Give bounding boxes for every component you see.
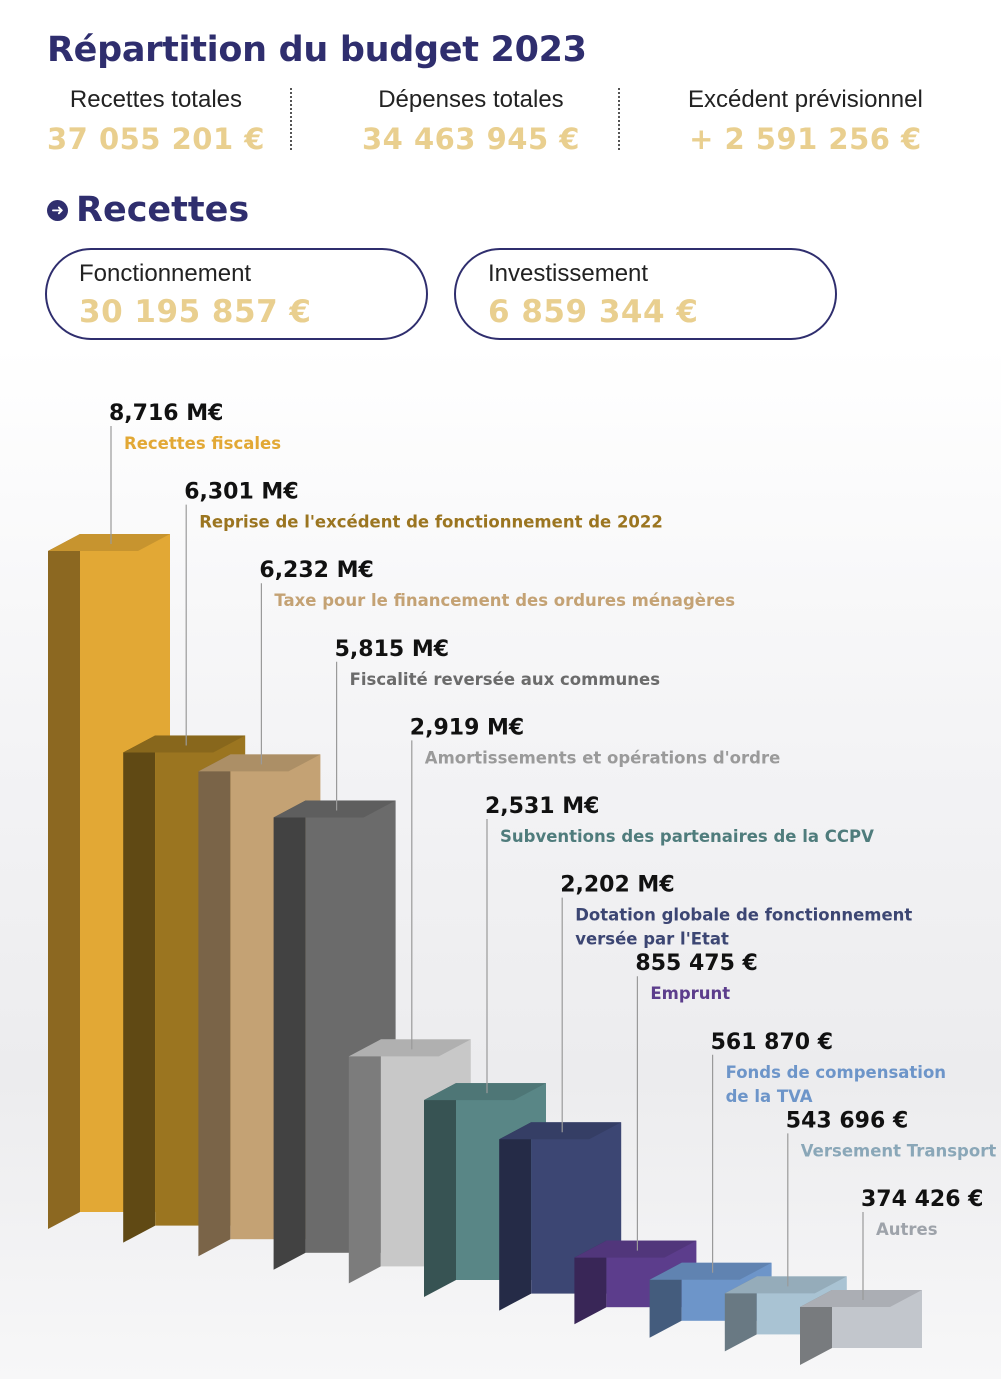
stat-excedent-previsionnel: Excédent prévisionnel + 2 591 256 € xyxy=(688,86,923,156)
stat-depenses-totales: Dépenses totales 34 463 945 € xyxy=(362,86,580,156)
bar-side-face xyxy=(724,1276,757,1352)
stat-recettes-totales: Recettes totales 37 055 201 € xyxy=(47,86,265,156)
bar-11 xyxy=(800,1290,922,1365)
section-title: Recettes xyxy=(76,190,250,230)
bar-top-face xyxy=(574,1240,697,1258)
bar-label-10: 543 696 € Versement Transport xyxy=(786,1108,997,1287)
bars xyxy=(48,534,922,1365)
divider xyxy=(290,88,292,150)
page-title: Répartition du budget 2023 xyxy=(47,30,587,70)
category-label: versée par l'Etat xyxy=(575,930,729,949)
stat-value: 37 055 201 € xyxy=(47,122,265,156)
value-label: 2,531 M€ xyxy=(485,794,599,819)
bar-label-8: 855 475 € Emprunt xyxy=(635,951,758,1251)
bar-top-face xyxy=(724,1276,847,1294)
bar-label-11: 374 426 € Autres xyxy=(861,1187,983,1300)
bar-label-7: 2,202 M€ Dotation globale de fonctionneme… xyxy=(560,873,912,1133)
bar-side-face xyxy=(348,1039,381,1284)
pill-label: Investissement xyxy=(488,260,649,287)
category-label: Reprise de l'excédent de fonctionnement … xyxy=(199,513,663,532)
pill-investissement: Investissement 6 859 344 € xyxy=(454,248,837,340)
value-label: 6,232 M€ xyxy=(259,558,373,583)
stat-label: Dépenses totales xyxy=(378,86,564,113)
bar-side-face xyxy=(123,735,156,1243)
pill-label: Fonctionnement xyxy=(79,260,252,287)
bar-top-face xyxy=(649,1262,772,1280)
stat-label: Recettes totales xyxy=(69,86,242,113)
bar-label-3: 6,232 M€ Taxe pour le financement des ord… xyxy=(259,558,735,765)
labels: 8,716 M€ Recettes fiscales 6,301 M€ Reprise… xyxy=(109,401,996,1300)
bar-side-face xyxy=(48,534,80,1229)
stat-value: + 2 591 256 € xyxy=(689,122,922,156)
pill-value: 6 859 344 € xyxy=(488,294,699,330)
bar-top-face xyxy=(273,800,396,818)
bar-side-face xyxy=(273,800,306,1270)
category-label: Fonds de compensation xyxy=(726,1063,946,1082)
bar-top-face xyxy=(424,1083,546,1101)
bar-top-face xyxy=(499,1122,622,1140)
bar-top-face xyxy=(348,1039,471,1057)
category-label: Dotation globale de fonctionnement xyxy=(575,906,912,925)
bar-label-6: 2,531 M€ Subventions des partenaires de l… xyxy=(485,794,874,1094)
bar-side-face xyxy=(649,1262,682,1338)
bar-side-face xyxy=(800,1290,832,1365)
value-label: 5,815 M€ xyxy=(335,637,449,662)
stat-value: 34 463 945 € xyxy=(362,122,580,156)
divider xyxy=(618,88,620,150)
bar-label-5: 2,919 M€ Amortissements et opérations d'o… xyxy=(410,715,781,1050)
section-heading-recettes: ➜ Recettes xyxy=(47,190,249,230)
bar-label-2: 6,301 M€ Reprise de l'excédent de fonctio… xyxy=(184,480,663,746)
bar-side-face xyxy=(574,1240,607,1325)
bar-label-4: 5,815 M€ Fiscalité reversée aux communes xyxy=(335,637,661,811)
value-label: 8,716 M€ xyxy=(109,401,223,426)
pill-value: 30 195 857 € xyxy=(79,294,312,330)
category-label: Versement Transport xyxy=(801,1141,997,1160)
pill-fonctionnement: Fonctionnement 30 195 857 € xyxy=(45,248,428,340)
bar-side-face xyxy=(198,754,231,1257)
category-label: de la TVA xyxy=(726,1087,813,1106)
value-label: 374 426 € xyxy=(861,1187,983,1212)
bar-top-face xyxy=(48,534,170,551)
arrow-right-icon: ➜ xyxy=(47,199,68,221)
category-label: Recettes fiscales xyxy=(124,434,281,453)
value-label: 561 870 € xyxy=(711,1030,833,1055)
bar-label-9: 561 870 € Fonds de compensation de la TVA xyxy=(711,1030,946,1273)
category-label: Amortissements et opérations d'ordre xyxy=(425,748,781,767)
bar-label-1: 8,716 M€ Recettes fiscales xyxy=(109,401,281,544)
bar-top-face xyxy=(123,735,246,753)
value-label: 2,202 M€ xyxy=(560,873,674,898)
category-label: Subventions des partenaires de la CCPV xyxy=(500,827,874,846)
value-label: 543 696 € xyxy=(786,1108,908,1133)
stat-label: Excédent prévisionnel xyxy=(688,86,923,113)
bar-side-face xyxy=(499,1122,532,1311)
value-label: 855 475 € xyxy=(635,951,757,976)
category-label: Autres xyxy=(876,1220,938,1239)
bar-top-face xyxy=(198,754,321,772)
category-label: Fiscalité reversée aux communes xyxy=(350,670,661,689)
category-label: Taxe pour le financement des ordures mén… xyxy=(274,591,735,610)
value-label: 2,919 M€ xyxy=(410,715,524,740)
bar-top-face xyxy=(800,1290,922,1307)
value-label: 6,301 M€ xyxy=(184,480,298,505)
category-label: Emprunt xyxy=(650,984,730,1003)
bar-side-face xyxy=(424,1083,456,1297)
